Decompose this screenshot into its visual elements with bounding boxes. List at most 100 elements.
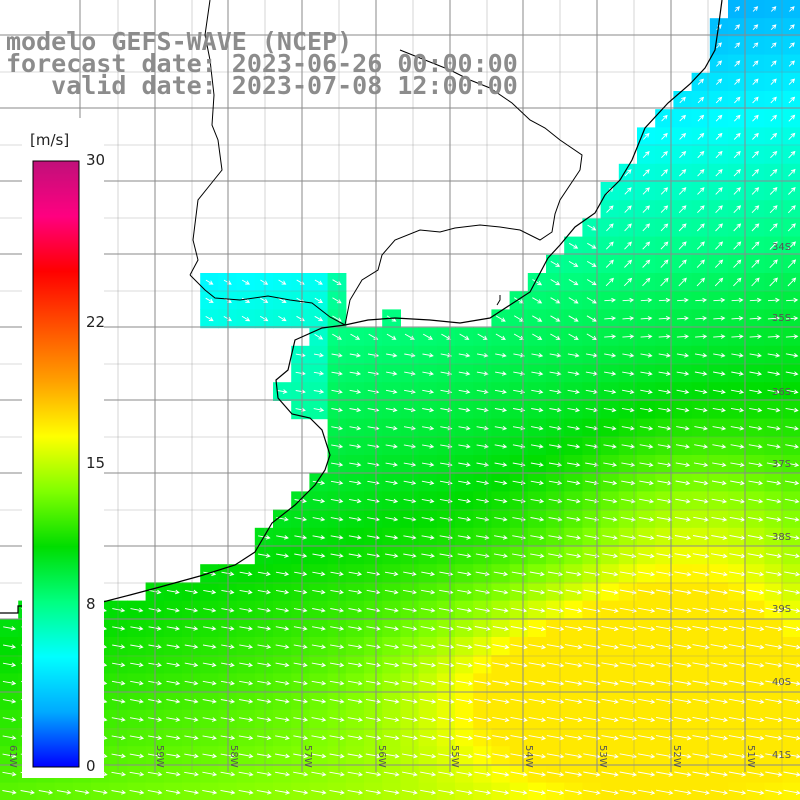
wind-arrow: [332, 333, 342, 340]
wind-arrow: [565, 716, 583, 723]
wind-arrow: [420, 735, 437, 741]
wind-arrow: [530, 553, 545, 559]
wind-arrow: [785, 462, 800, 468]
wind-arrow: [184, 735, 199, 741]
wind-arrow: [567, 353, 580, 358]
wind-arrow: [767, 353, 781, 358]
wind-arrow: [622, 371, 635, 376]
wind-arrow: [733, 223, 742, 232]
wind-arrow: [692, 571, 710, 577]
wind-arrow: [438, 680, 455, 686]
wind-arrow: [674, 625, 692, 632]
wind-arrow: [385, 389, 398, 394]
wind-arrow: [710, 771, 729, 777]
wind-arrow: [402, 698, 418, 704]
lat-label: 38S: [772, 532, 791, 543]
wind-arrow: [731, 334, 744, 339]
wind-arrow: [2, 717, 17, 722]
wind-arrow: [658, 407, 672, 413]
wind-arrow: [747, 735, 765, 741]
wind-arrow: [605, 241, 614, 250]
wind-arrow: [767, 407, 781, 413]
wind-arrow: [697, 187, 705, 195]
wind-arrow: [311, 662, 327, 668]
wind-arrow: [474, 735, 492, 741]
wind-arrow: [348, 644, 363, 650]
wind-arrow: [312, 571, 326, 577]
wind-arrow: [729, 498, 746, 504]
wind-arrow: [697, 78, 704, 85]
wind-arrow: [679, 114, 686, 122]
wind-arrow: [476, 407, 489, 413]
wind-arrow: [696, 277, 706, 287]
wind-arrow: [565, 644, 583, 650]
wind-arrow: [530, 516, 545, 522]
wind-arrow: [549, 425, 562, 431]
wind-arrow: [457, 571, 472, 577]
wind-arrow: [513, 353, 525, 358]
wind-arrow: [692, 589, 710, 595]
wind-arrow: [712, 407, 726, 413]
wind-arrow: [734, 6, 740, 12]
wind-arrow: [656, 698, 674, 704]
wind-arrow: [549, 371, 562, 376]
wind-arrow: [438, 789, 455, 795]
wind-arrow: [349, 407, 362, 413]
wind-arrow: [474, 644, 492, 650]
wind-arrow: [2, 698, 17, 704]
coastline: [0, 0, 723, 614]
wind-arrow: [602, 535, 618, 540]
wind-arrow: [639, 462, 654, 468]
wind-arrow: [587, 224, 597, 231]
lat-label: 34S: [772, 242, 791, 253]
wind-arrow: [2, 790, 17, 795]
wind-arrow: [529, 607, 546, 613]
wind-arrow: [642, 187, 650, 195]
wind-arrow: [220, 789, 236, 795]
wind-arrow: [257, 589, 271, 595]
wind-arrow: [766, 480, 782, 486]
wind-arrow: [257, 607, 272, 613]
wind-arrow: [676, 315, 689, 321]
wind-arrow: [784, 480, 800, 486]
colorbar-tick-label: 0: [86, 757, 96, 775]
wind-arrow: [785, 407, 799, 413]
wind-arrow: [494, 462, 508, 467]
wind-arrow: [202, 644, 217, 649]
wind-arrow: [601, 680, 619, 686]
wind-arrow: [766, 516, 782, 522]
wind-arrow: [311, 717, 327, 722]
wind-arrow: [492, 698, 510, 704]
wind-arrow: [694, 425, 708, 431]
wind-arrow: [402, 608, 418, 613]
wind-arrow: [401, 753, 418, 759]
wind-arrow: [676, 407, 690, 413]
wind-arrow: [692, 698, 710, 704]
wind-arrow: [747, 698, 765, 704]
wind-arrow: [601, 607, 619, 613]
wind-arrow: [660, 223, 669, 232]
wind-arrow: [495, 315, 506, 322]
wind-arrow: [731, 371, 744, 376]
wind-arrow: [349, 462, 362, 467]
wind-arrow: [752, 42, 759, 49]
wind-arrow: [731, 297, 744, 303]
wind-arrow: [567, 407, 581, 413]
wind-arrow: [770, 96, 777, 104]
wind-arrow: [492, 735, 510, 741]
wind-arrow: [330, 571, 344, 577]
wind-arrow: [438, 662, 455, 668]
wind-arrow: [111, 790, 127, 795]
wind-arrow: [184, 771, 199, 777]
wind-arrow: [733, 205, 742, 214]
wind-arrow: [747, 753, 765, 759]
wind-arrow: [674, 789, 692, 795]
wind-arrow: [639, 498, 655, 504]
wind-arrow: [241, 279, 251, 285]
wind-arrow: [532, 333, 543, 340]
wind-arrow: [457, 516, 472, 522]
wind-arrow: [640, 353, 653, 358]
wind-arrow: [129, 753, 145, 759]
wind-arrow: [788, 78, 796, 85]
wind-arrow: [330, 644, 345, 650]
